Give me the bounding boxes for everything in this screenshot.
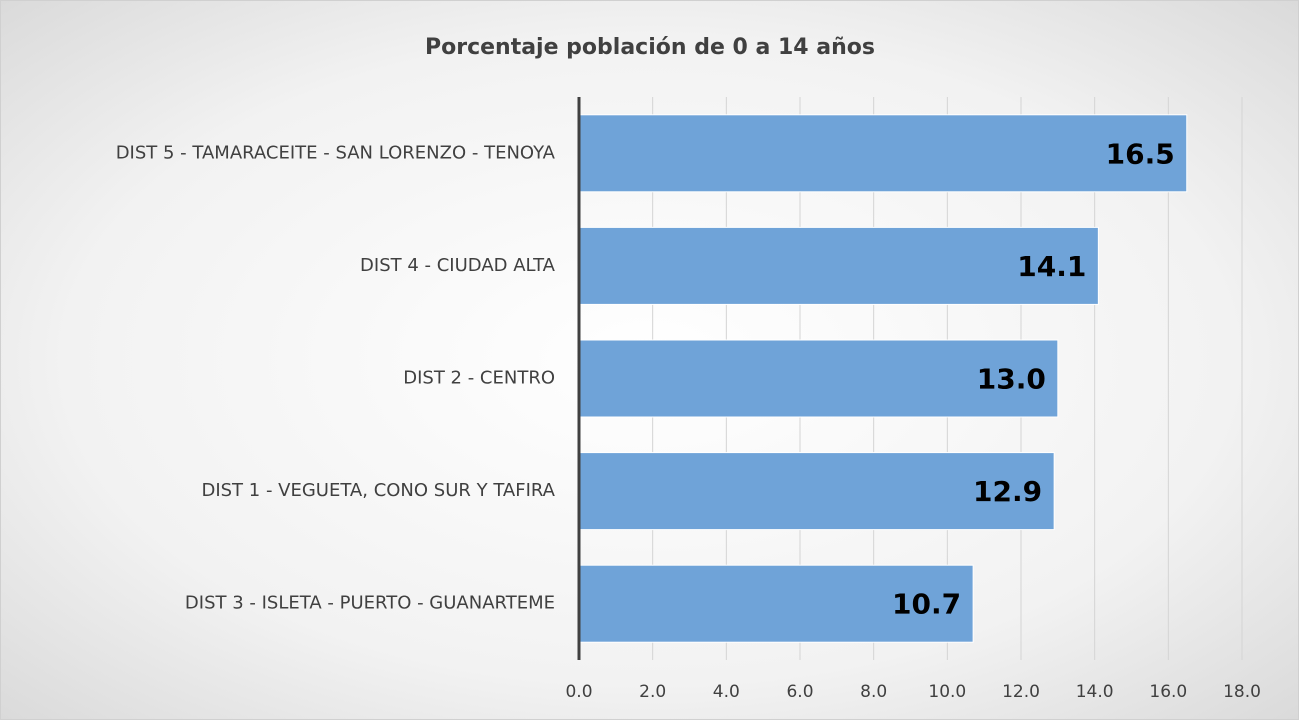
y-tick-label: DIST 3 - ISLETA - PUERTO - GUANARTEME xyxy=(185,593,555,614)
x-tick-label: 16.0 xyxy=(1149,682,1187,702)
y-tick-label: DIST 1 - VEGUETA, CONO SUR Y TAFIRA xyxy=(201,480,555,501)
chart-title: Porcentaje población de 0 a 14 años xyxy=(425,35,875,60)
x-tick-label: 6.0 xyxy=(786,682,813,702)
bar xyxy=(578,452,1055,531)
x-tick-label: 12.0 xyxy=(1002,682,1040,702)
x-tick-label: 4.0 xyxy=(713,682,740,702)
x-tick-label: 18.0 xyxy=(1223,682,1261,702)
x-tick-label: 10.0 xyxy=(928,682,966,702)
y-tick-label: DIST 5 - TAMARACEITE - SAN LORENZO - TEN… xyxy=(116,142,556,163)
data-label: 12.9 xyxy=(973,475,1042,508)
data-label: 10.7 xyxy=(892,588,961,621)
x-tick-label: 14.0 xyxy=(1076,682,1114,702)
x-tick-label: 2.0 xyxy=(639,682,666,702)
y-tick-label: DIST 4 - CIUDAD ALTA xyxy=(360,255,556,276)
x-tick-label: 0.0 xyxy=(565,682,592,702)
x-tick-label: 8.0 xyxy=(860,682,887,702)
data-label: 13.0 xyxy=(977,363,1046,396)
bar xyxy=(578,114,1188,193)
data-label: 14.1 xyxy=(1017,250,1086,283)
data-label: 16.5 xyxy=(1106,137,1175,170)
y-tick-label: DIST 2 - CENTRO xyxy=(403,368,555,389)
